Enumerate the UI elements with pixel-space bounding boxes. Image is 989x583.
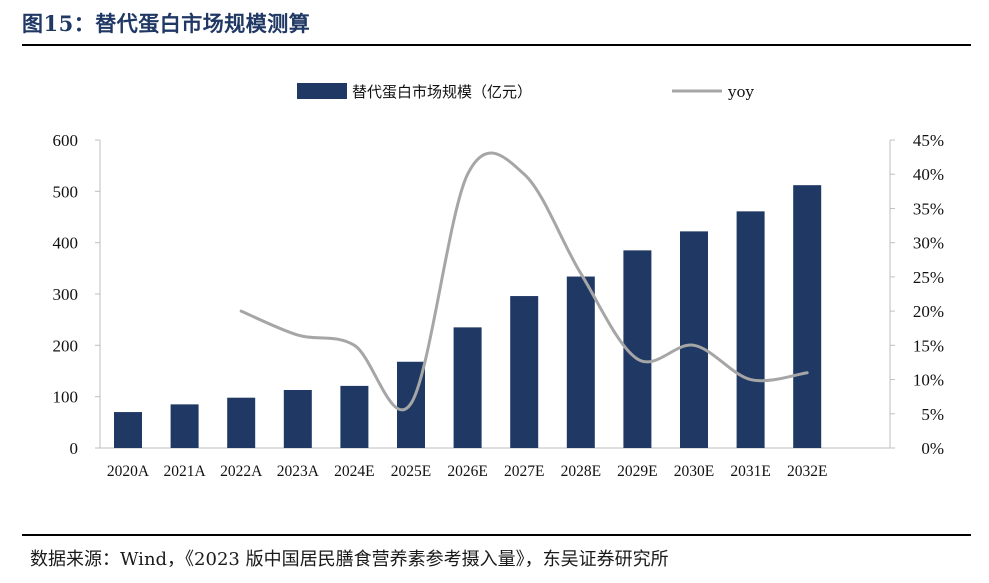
- right-tick-label: 40%: [913, 165, 944, 184]
- x-tick-label: 2024E: [334, 463, 374, 480]
- legend-bar-swatch: [297, 83, 347, 99]
- right-tick-label: 25%: [913, 268, 944, 287]
- left-tick-label: 400: [53, 234, 79, 253]
- x-axis-ticks: 2020A 2021A 2022A 2023A 2024E 2025E 2026E 2027E…: [107, 463, 828, 480]
- bar: [566, 276, 595, 448]
- right-tick-label: 35%: [913, 199, 944, 218]
- right-tick-label: 0%: [921, 439, 944, 458]
- left-tick-label: 200: [53, 336, 79, 355]
- source-note: 数据来源：Wind，《2023 版中国居民膳食营养素参考摄入量》，东吴证券研究所: [30, 549, 669, 570]
- bar: [793, 185, 822, 448]
- bar: [453, 327, 482, 448]
- right-tick-label: 10%: [913, 371, 944, 390]
- x-tick-label: 2023A: [277, 463, 320, 480]
- yoy-series: [239, 151, 809, 412]
- left-tick-label: 300: [53, 285, 79, 304]
- x-tick-label: 2030E: [674, 463, 714, 480]
- bar: [680, 231, 708, 448]
- right-tick-label: 45%: [913, 131, 944, 150]
- figure-title: 图15：替代蛋白市场规模测算: [22, 11, 311, 36]
- legend-bar-label: 替代蛋白市场规模（亿元）: [352, 83, 532, 101]
- x-tick-label: 2021A: [163, 463, 206, 480]
- right-tick-label: 30%: [913, 234, 944, 253]
- left-tick-label: 600: [53, 131, 79, 150]
- x-tick-label: 2032E: [787, 463, 827, 480]
- bar: [736, 211, 765, 448]
- bar: [227, 397, 256, 448]
- bar: [283, 389, 312, 448]
- x-tick-label: 2027E: [504, 463, 544, 480]
- bar: [114, 412, 142, 448]
- left-tick-label: 500: [53, 182, 79, 201]
- bar: [510, 296, 539, 448]
- left-tick-label: 0: [70, 439, 79, 458]
- x-tick-label: 2028E: [561, 463, 601, 480]
- x-tick-label: 2020A: [107, 463, 150, 480]
- bar: [170, 404, 199, 448]
- x-tick-label: 2025E: [391, 463, 431, 480]
- bottom-rule: [22, 534, 971, 536]
- axes: 0 100 200 300 400 500 600 0% 5% 10% 15% 20% 25% 30% 35…: [53, 131, 945, 458]
- x-tick-label: 2031E: [730, 463, 770, 480]
- x-tick-label: 2026E: [447, 463, 487, 480]
- x-tick-label: 2029E: [617, 463, 657, 480]
- right-tick-label: 15%: [913, 336, 944, 355]
- left-tick-label: 100: [53, 388, 79, 407]
- top-rule: [22, 44, 971, 46]
- bar: [340, 385, 369, 448]
- bar-series: [114, 185, 822, 448]
- legend: 替代蛋白市场规模（亿元） yoy: [297, 83, 755, 101]
- legend-line-label: yoy: [727, 83, 755, 101]
- right-tick-label: 5%: [921, 405, 944, 424]
- x-tick-label: 2022A: [220, 463, 263, 480]
- right-tick-label: 20%: [913, 302, 944, 321]
